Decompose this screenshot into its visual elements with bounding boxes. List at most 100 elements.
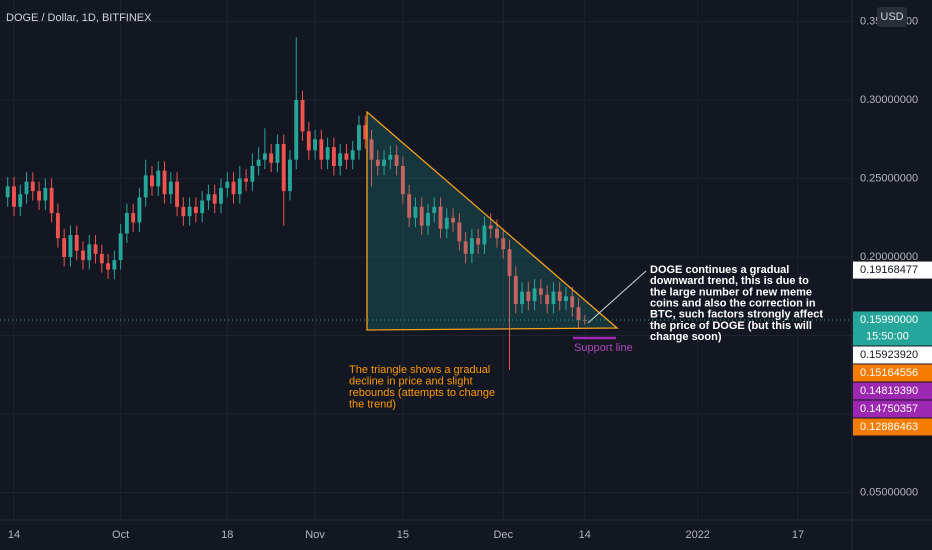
chart-title: DOGE / Dollar, 1D, BITFINEX xyxy=(6,12,152,24)
candle-body xyxy=(338,153,343,166)
candle-body xyxy=(93,244,98,254)
note-text: the large number of new meme xyxy=(650,286,812,298)
price-tag xyxy=(853,418,932,436)
x-tick-label: 2022 xyxy=(685,529,709,541)
axes: 0.050000000.100000000.150000000.20000000… xyxy=(8,15,932,541)
candle-body xyxy=(432,206,437,214)
candle-body xyxy=(187,206,192,217)
candle-body xyxy=(570,296,575,308)
candle-body xyxy=(256,159,261,166)
candle-body xyxy=(576,307,581,320)
candle-body xyxy=(495,228,499,239)
candle-body xyxy=(137,197,142,223)
candle-body xyxy=(369,139,374,160)
candle-body xyxy=(526,291,531,301)
candle-body xyxy=(306,131,311,151)
candle-body xyxy=(294,100,299,160)
candle-body xyxy=(156,170,161,187)
currency-button-label[interactable]: USD xyxy=(880,11,903,23)
candle-body xyxy=(444,217,449,229)
candle-body xyxy=(507,249,512,276)
triangle-note: decline in price and slight xyxy=(349,375,473,387)
candle-body xyxy=(12,186,16,207)
candle-body xyxy=(288,159,292,192)
candle-body xyxy=(244,178,249,182)
candle-body xyxy=(181,206,186,217)
candle-body xyxy=(325,147,330,160)
candle-body xyxy=(206,194,211,201)
y-tick-label: 0.20000000 xyxy=(860,251,918,263)
candle-body xyxy=(407,194,412,218)
y-tick-label: 0.30000000 xyxy=(860,94,918,106)
note-text: DOGE continues a gradual xyxy=(650,264,789,276)
currency-button[interactable] xyxy=(877,7,907,27)
candle-body xyxy=(488,225,493,229)
candle-body xyxy=(388,154,393,160)
candle-body xyxy=(532,288,537,301)
x-tick-label: 17 xyxy=(792,529,804,541)
price-tag-label: 0.12886463 xyxy=(860,421,918,433)
candle-body xyxy=(331,147,336,166)
candle-body xyxy=(237,178,242,195)
x-tick-label: Nov xyxy=(305,529,325,541)
candle-body xyxy=(520,291,525,305)
candle-body xyxy=(382,159,387,166)
price-tag xyxy=(853,364,932,382)
price-tag xyxy=(853,400,932,418)
price-tag-label: 0.14819390 xyxy=(860,385,918,397)
candle-body xyxy=(394,154,399,166)
candle-body xyxy=(131,213,136,223)
price-tag-label: 0.15923920 xyxy=(860,349,918,361)
candle-body xyxy=(24,181,29,195)
candle-body xyxy=(262,153,267,160)
x-tick-label: 14 xyxy=(8,529,20,541)
candle-body xyxy=(344,153,349,160)
candle-body xyxy=(564,296,568,301)
candle-body xyxy=(451,217,456,223)
candle-body xyxy=(212,194,217,204)
candle-body xyxy=(538,288,543,295)
candle-body xyxy=(551,291,556,305)
candle-body xyxy=(463,241,468,254)
candle-body xyxy=(219,187,223,204)
candle-body xyxy=(513,275,518,305)
candle-body xyxy=(37,191,42,201)
candle-body xyxy=(313,139,318,151)
candle-body xyxy=(482,225,487,245)
candle-body xyxy=(319,139,324,160)
candle-body xyxy=(43,187,48,201)
candle-body xyxy=(419,206,424,226)
candle-body xyxy=(501,238,506,250)
price-tag xyxy=(853,261,932,279)
candle-body xyxy=(124,213,129,234)
candle-body xyxy=(49,187,54,214)
candle-body xyxy=(426,213,430,226)
candle-body xyxy=(250,165,255,182)
candle-body xyxy=(413,206,418,218)
candle-body xyxy=(74,235,79,251)
x-tick-label: Oct xyxy=(112,529,129,541)
candle-body xyxy=(400,165,405,195)
note-text: change soon) xyxy=(650,331,722,343)
arrow-line xyxy=(587,270,647,324)
candle-body xyxy=(476,238,481,245)
countdown: 15:50:00 xyxy=(866,330,909,342)
candle-body xyxy=(557,291,562,301)
x-tick-label: Dec xyxy=(493,529,513,541)
candle-body xyxy=(18,194,23,207)
candle-body xyxy=(357,125,361,151)
note-text: coins and also the correction in xyxy=(650,298,816,310)
triangle-note: the trend) xyxy=(349,398,396,410)
x-tick-label: 15 xyxy=(397,529,409,541)
price-tag xyxy=(853,311,932,346)
candle-body xyxy=(225,181,230,188)
candle-body xyxy=(438,206,443,229)
price-tag-label: 0.19168477 xyxy=(860,264,918,276)
candle-body xyxy=(193,206,198,214)
candle-body xyxy=(300,100,305,132)
candle-body xyxy=(112,260,117,270)
candle-body xyxy=(469,238,474,254)
